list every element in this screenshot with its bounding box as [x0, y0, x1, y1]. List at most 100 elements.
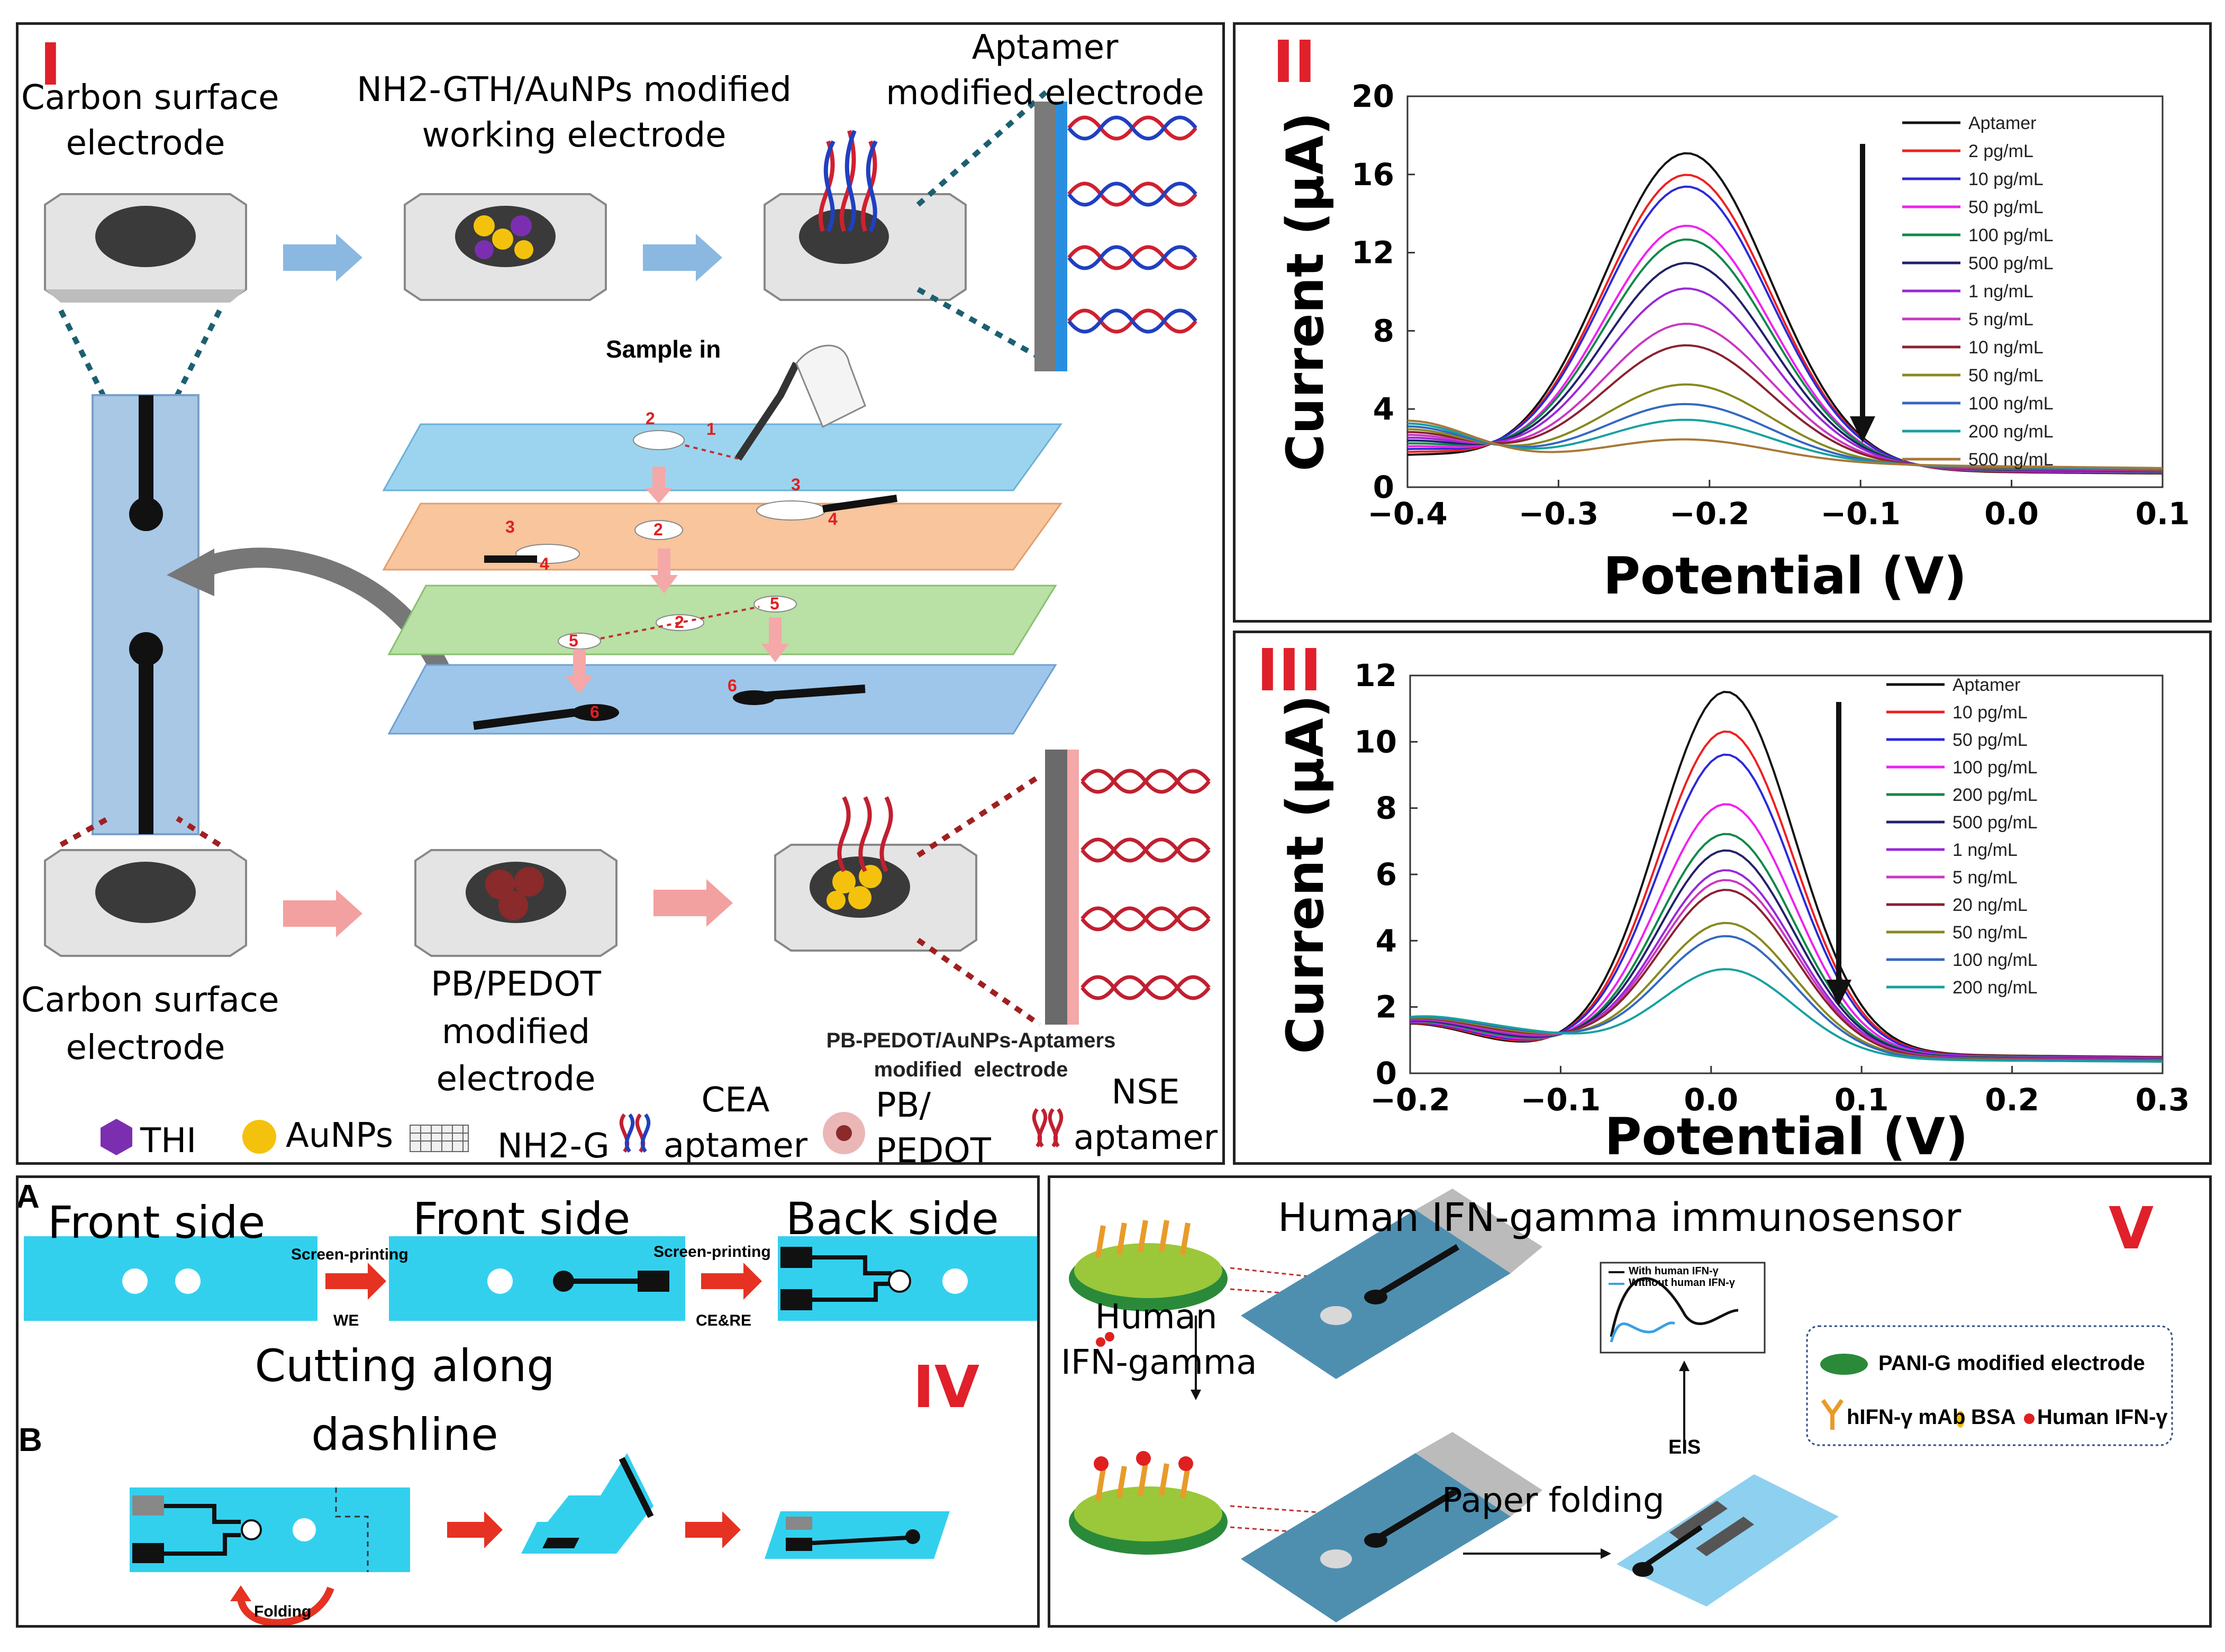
eis-inset	[1600, 1262, 1766, 1354]
legend-human: Human IFN-γ	[2037, 1405, 2168, 1429]
legend-entry: 100 pg/mL	[1952, 757, 2038, 778]
panel-I: 1 2 2 3 3 4 4 5 2 5 6 6 I Carbon surface…	[16, 22, 1225, 1165]
x-axis-label: Potential (V)	[1604, 1107, 1968, 1165]
pbpedot-aunps-label: PB-PEDOT/AuNPs-Aptamers	[826, 1029, 1116, 1052]
human-ifn-icon	[2024, 1413, 2035, 1424]
paper-folding-label: Paper folding	[1442, 1481, 1665, 1520]
legend-entry: 10 pg/mL	[1968, 169, 2044, 189]
layer-number: 4	[828, 509, 838, 528]
y-tick-label: 0	[1373, 469, 1394, 505]
arrow-blue-2	[643, 234, 722, 281]
legend-entry: 200 ng/mL	[1968, 422, 2054, 442]
legend-entry: 500 pg/mL	[1952, 813, 2038, 833]
legend-cea: CEA aptamer	[663, 1081, 808, 1165]
y-tick-label: 20	[1351, 78, 1394, 114]
x-tick-label: 0.1	[2136, 496, 2190, 532]
electrode-disc-top	[1069, 1220, 1228, 1311]
sensor-strip-top	[1241, 1189, 1542, 1379]
legend-pani: PANI-G modified electrode	[1878, 1352, 2145, 1375]
x-tick-label: 0.1	[1835, 1082, 1889, 1118]
back-side: Back side	[786, 1193, 999, 1245]
panel-III: −0.2 −0.1 0.0 0.1 0.2 0.3 0 2 4 6 8 10 12 Potential (…	[1233, 631, 2212, 1165]
paper-strip	[92, 394, 199, 835]
legend-entry: 500 pg/mL	[1968, 253, 2054, 273]
aunps-icon	[242, 1120, 276, 1154]
layer-number: 2	[675, 613, 684, 632]
legend-thi: THI	[140, 1121, 197, 1161]
y-tick-label: 10	[1354, 724, 1397, 760]
panel-IV-label: IV	[913, 1353, 980, 1421]
carbon-electrode-top	[44, 193, 247, 303]
x-tick-label: 0.2	[1985, 1082, 2039, 1118]
y-tick-label: 4	[1373, 391, 1394, 427]
chart-III: −0.2 −0.1 0.0 0.1 0.2 0.3 0 2 4 6 8 10 12 Potential (…	[1276, 658, 2190, 1165]
legend-entry: 5 ng/mL	[1952, 868, 2018, 888]
legend-entry: 10 ng/mL	[1968, 337, 2044, 358]
step-a-label: A	[16, 1179, 40, 1215]
legend-nse: NSE aptamer	[1073, 1073, 1218, 1158]
plot-frame	[1409, 674, 2164, 1074]
modified-electrode-label: modified electrode	[874, 1058, 1068, 1081]
layer-number: 3	[791, 475, 801, 494]
legend-entry: 100 ng/mL	[1968, 394, 2054, 414]
inset-without-label: Without human IFN-γ	[1629, 1277, 1735, 1289]
x-tick-label: −0.1	[1521, 1082, 1601, 1118]
legend-entry: 200 pg/mL	[1952, 785, 2038, 805]
legend-entry: 1 ng/mL	[1952, 840, 2018, 860]
layer-number: 5	[569, 631, 578, 650]
legend-entry: 2 pg/mL	[1968, 141, 2033, 161]
legend-entry: 100 pg/mL	[1968, 225, 2054, 245]
x-tick-label: −0.3	[1519, 496, 1599, 532]
series-line	[1410, 849, 2163, 1061]
we-label: WE	[333, 1312, 359, 1329]
electrode-disc-bottom	[1069, 1451, 1228, 1555]
folding-label: Folding	[254, 1603, 312, 1620]
screen-printing-2: Screen-printing	[653, 1243, 771, 1261]
front-side-2: Front side	[413, 1193, 631, 1245]
legend-entry: 20 ng/mL	[1952, 895, 2028, 915]
panel-II: −0.4 −0.3 −0.2 −0.1 0.0 0.1 0 4 8 12 16 20 Potential…	[1233, 22, 2212, 623]
y-tick-label: 0	[1376, 1055, 1397, 1091]
series-line	[1410, 730, 2163, 1059]
panel-II-label: II	[1273, 28, 1316, 96]
layer-number: 1	[706, 419, 716, 439]
front-side-1: Front side	[48, 1197, 266, 1248]
panel-IV: A B Front side Front side Back side Scre…	[16, 1175, 1040, 1628]
x-tick-label: −0.2	[1370, 1082, 1450, 1118]
legend-entry: Aptamer	[1952, 675, 2021, 695]
y-tick-label: 16	[1351, 157, 1394, 193]
series-line	[1410, 690, 2163, 1058]
pbpedot-electrode	[414, 849, 617, 957]
mab-icon	[1821, 1399, 1844, 1430]
legend-entry: 50 ng/mL	[1952, 923, 2028, 943]
x-tick-label: 0.0	[1684, 1082, 1738, 1118]
folded-sensor	[1616, 1474, 1839, 1607]
chart-II: −0.4 −0.3 −0.2 −0.1 0.0 0.1 0 4 8 12 16 20 Potential…	[1276, 78, 2190, 606]
legend-entry: 1 ng/mL	[1968, 281, 2033, 302]
panel-IV-graphics	[24, 1236, 1037, 1625]
aptamer-mod-label: Aptamer modified electrode	[886, 28, 1204, 113]
legend-entry: 50 pg/mL	[1952, 730, 2028, 750]
y-tick-label: 12	[1354, 658, 1397, 693]
legend-mab: hIFN-γ mAb	[1847, 1405, 1966, 1429]
layer-number: 6	[590, 702, 600, 722]
inset-with-label: With human IFN-γ	[1629, 1265, 1719, 1277]
x-tick-label: 0.3	[2136, 1082, 2190, 1118]
y-axis-label: Current (μA)	[1276, 695, 1335, 1054]
folding-arrow	[237, 1586, 334, 1625]
y-tick-label: 4	[1376, 923, 1397, 959]
panel-V-graphics	[1069, 1189, 2173, 1622]
aptamer-zoom	[1034, 102, 1197, 371]
series-line	[1410, 968, 2163, 1063]
legend-entry: Aptamer	[1968, 113, 2037, 133]
series-line	[1407, 419, 2163, 469]
legend-entry: 200 ng/mL	[1952, 978, 2038, 998]
legend-pbpedot: PB/ PEDOT	[876, 1086, 991, 1165]
human-ifn-label: Human IFN-gamma	[1061, 1298, 1257, 1383]
y-tick-label: 2	[1376, 989, 1397, 1025]
legend-entry: 50 pg/mL	[1968, 197, 2044, 217]
x-tick-label: 0.0	[1984, 496, 2039, 532]
pbpedot-label: PB/PEDOT modified electrode	[431, 965, 601, 1099]
panel-V-label: V	[2109, 1194, 2154, 1262]
paper-layers	[382, 344, 1062, 735]
